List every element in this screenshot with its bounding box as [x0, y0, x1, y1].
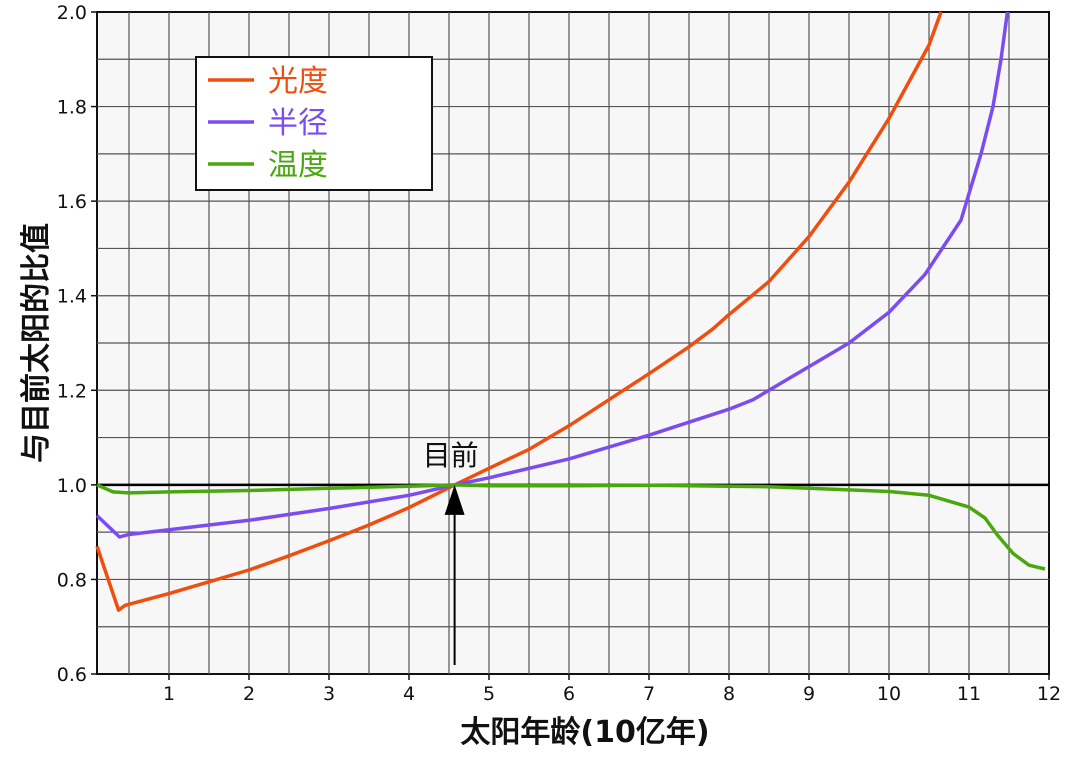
y-tick-label: 1.0: [57, 475, 87, 497]
y-axis-title: 与目前太阳的比值: [19, 223, 54, 463]
legend-label: 半径: [268, 106, 328, 141]
x-tick-label: 12: [1037, 683, 1061, 705]
y-tick-label: 1.2: [57, 380, 87, 402]
current-annotation: 目前: [423, 439, 479, 472]
y-tick-label: 1.6: [57, 191, 87, 213]
series-line-温度: [96, 483, 1046, 571]
x-tick-label: 10: [877, 683, 901, 705]
current-arrow-head: [444, 484, 465, 515]
legend-label: 温度: [268, 148, 328, 183]
y-tick-label: 2.0: [57, 2, 87, 24]
series-group: [95, 11, 1046, 612]
x-tick-label: 1: [163, 683, 175, 705]
series-line-光度: [95, 11, 943, 612]
y-tick-label: 0.8: [57, 569, 87, 591]
current-marker: 目前: [423, 439, 479, 665]
x-tick-label: 3: [323, 683, 335, 705]
x-tick-label: 4: [403, 683, 415, 705]
x-tick-label: 7: [643, 683, 655, 705]
ticks: 1 2 3 4 5 6 7 8 9 10 11 120.60.81.01.21.41.61.82.0: [57, 2, 1061, 705]
y-tick-label: 0.6: [57, 664, 87, 686]
x-tick-label: 2: [243, 683, 255, 705]
x-tick-label: 8: [723, 683, 735, 705]
x-axis-title: 太阳年龄(10亿年): [460, 715, 709, 750]
series-line-半径: [95, 11, 1010, 539]
x-tick-label: 6: [563, 683, 575, 705]
y-tick-label: 1.8: [57, 97, 87, 119]
x-tick-label: 9: [803, 683, 815, 705]
legend-label: 光度: [268, 64, 328, 99]
x-tick-label: 11: [957, 683, 981, 705]
y-tick-label: 1.4: [57, 286, 87, 308]
x-tick-label: 5: [483, 683, 495, 705]
